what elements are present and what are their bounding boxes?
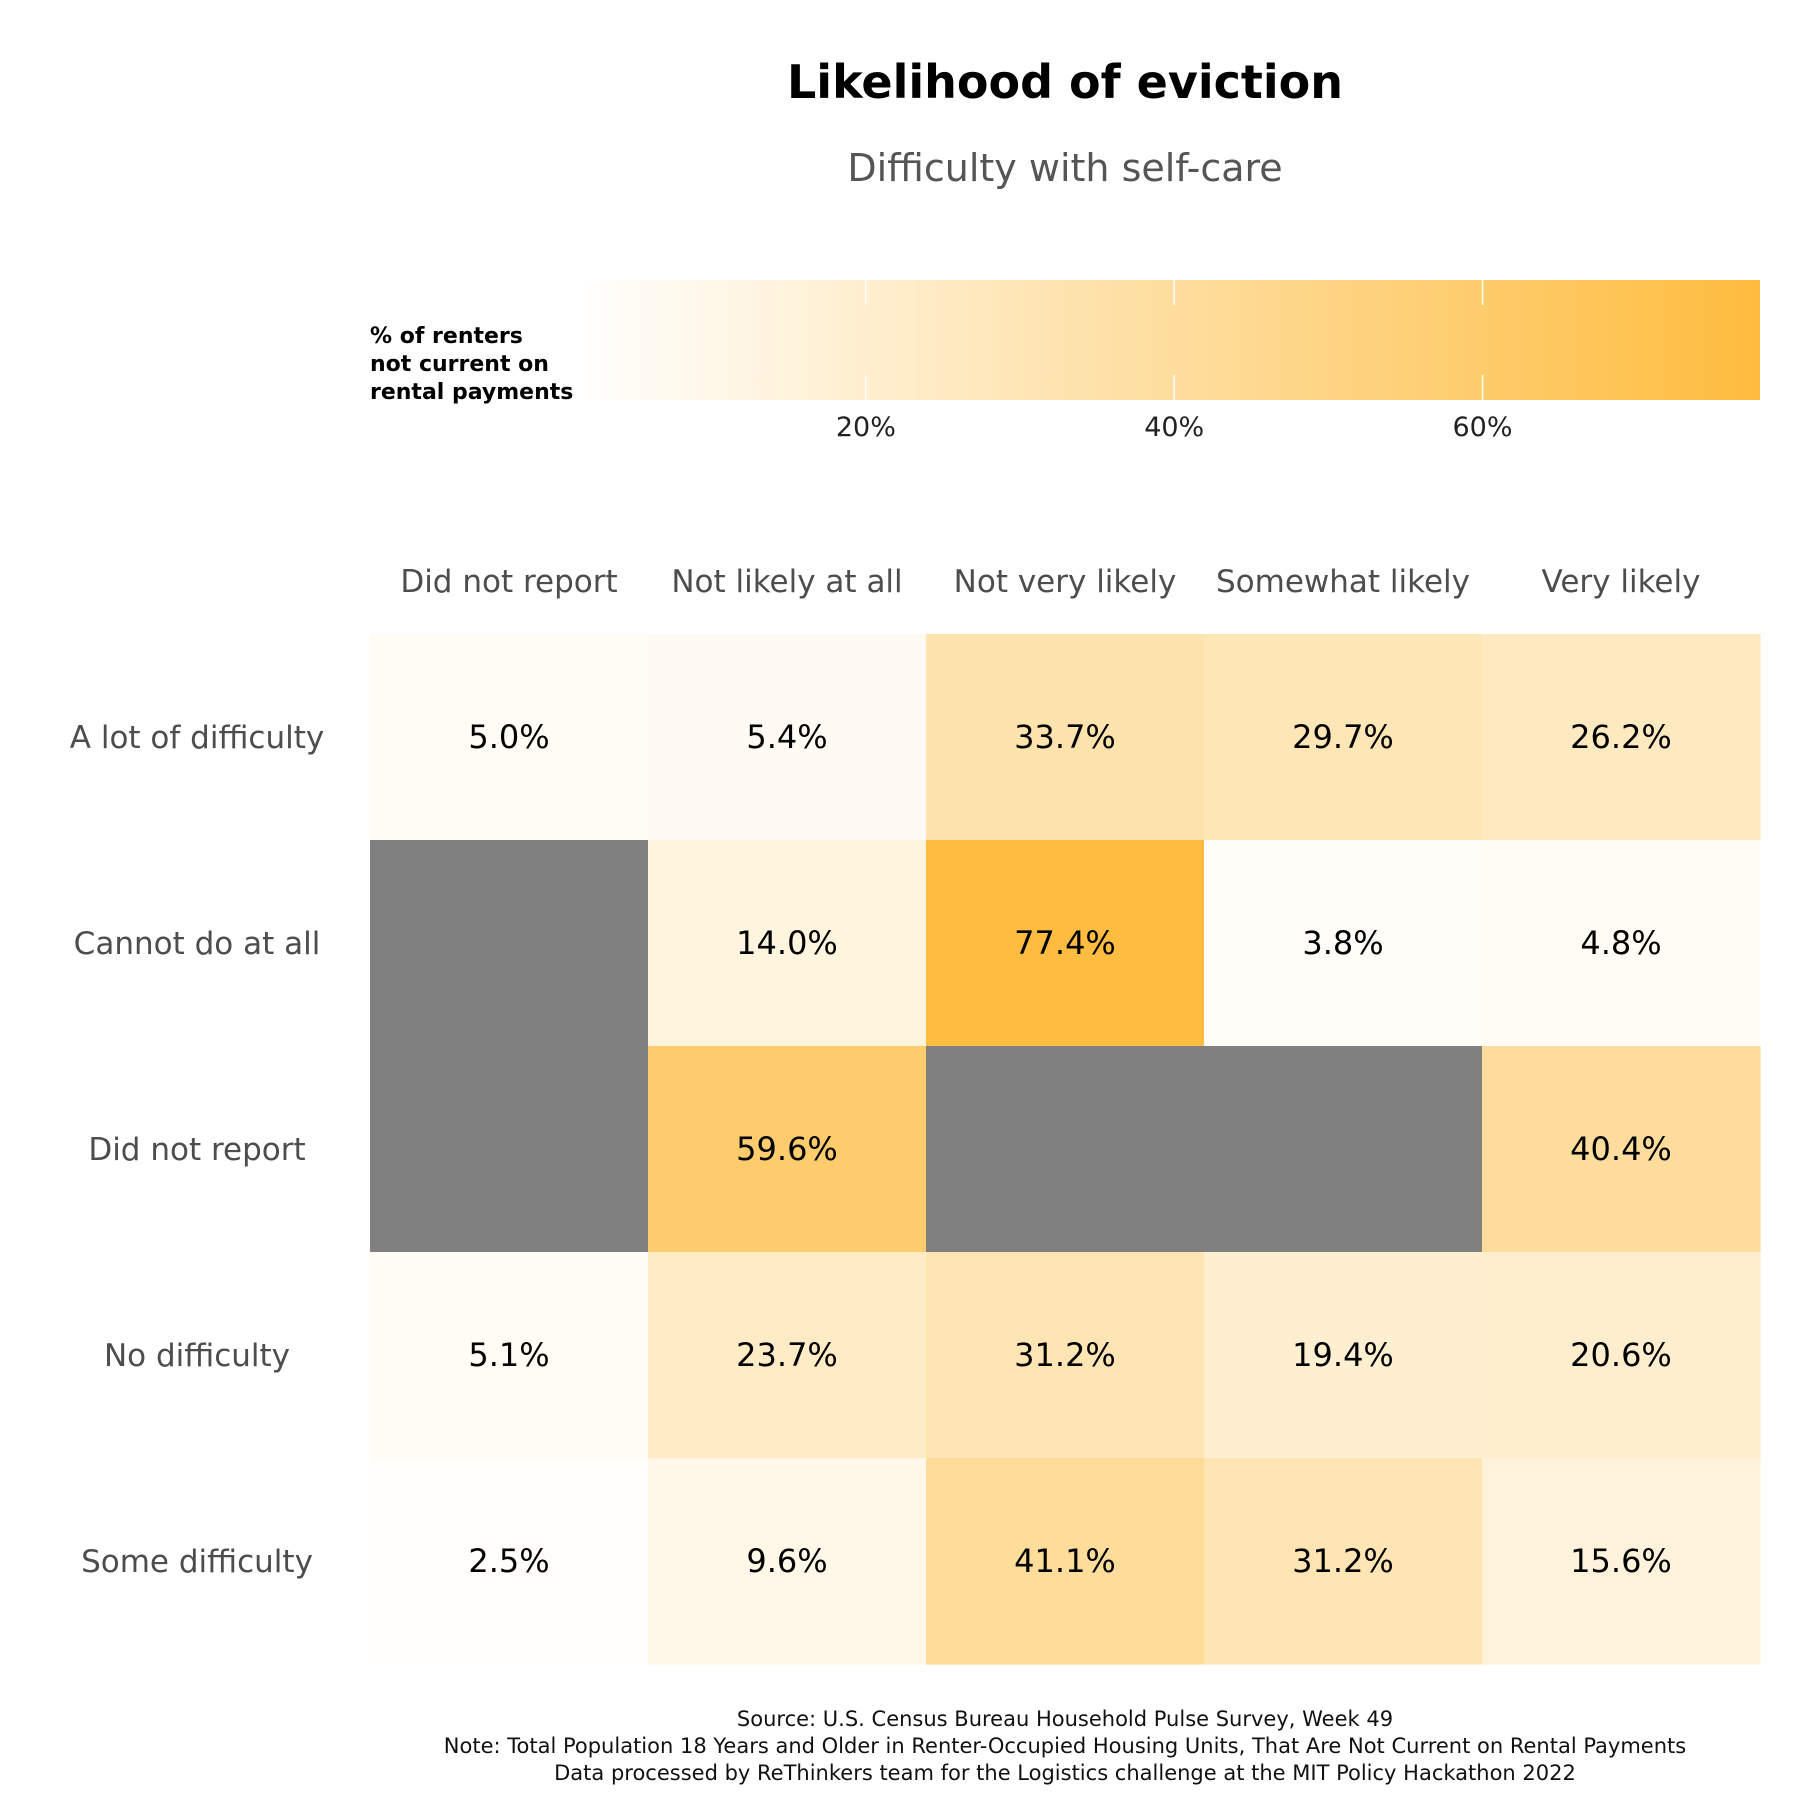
heatmap-cell [1482, 1046, 1761, 1253]
heatmap-cell [926, 634, 1205, 841]
heatmap-cell [1204, 1458, 1483, 1665]
heatmap-cell-missing [370, 840, 649, 1047]
cell-value-label: 31.2% [1014, 1336, 1116, 1374]
heatmap-cells [370, 634, 1761, 1665]
legend-ticks: 20% 40% 60% [836, 280, 1513, 443]
column-label: Very likely [1542, 564, 1701, 600]
heatmap-cell [926, 1458, 1205, 1665]
heatmap-cell-missing [370, 1046, 649, 1253]
heatmap-cell [1482, 840, 1761, 1047]
heatmap-cell [1204, 840, 1483, 1047]
cell-value-label: 20.6% [1570, 1336, 1672, 1374]
cell-value-label: 5.0% [468, 718, 549, 756]
cell-value-label: 23.7% [736, 1336, 838, 1374]
caption-note: Note: Total Population 18 Years and Olde… [444, 1734, 1686, 1758]
column-label: Somewhat likely [1216, 564, 1470, 600]
cell-value-label: 5.4% [746, 718, 827, 756]
heatmap-cell [1482, 1458, 1761, 1665]
column-label: Did not report [400, 564, 617, 600]
heatmap-cell [648, 1458, 927, 1665]
row-label: Cannot do at all [74, 926, 321, 962]
chart-title: Likelihood of eviction [787, 55, 1343, 109]
cell-value-label: 77.4% [1014, 924, 1116, 962]
row-label: A lot of difficulty [70, 720, 324, 756]
heatmap-cell [648, 1252, 927, 1459]
heatmap-cell-missing [1204, 1046, 1483, 1253]
heatmap-cell [926, 1252, 1205, 1459]
heatmap-cell [926, 840, 1205, 1047]
cell-value-label: 19.4% [1292, 1336, 1394, 1374]
cell-value-label: 2.5% [468, 1542, 549, 1580]
cell-value-label: 41.1% [1014, 1542, 1116, 1580]
heatmap-cell [1204, 634, 1483, 841]
cell-value-label: 26.2% [1570, 718, 1672, 756]
heatmap-cell [1482, 634, 1761, 841]
cell-value-label: 9.6% [746, 1542, 827, 1580]
heatmap-cell [648, 840, 927, 1047]
heatmap-cell [1482, 1252, 1761, 1459]
legend-tick-label: 60% [1453, 412, 1513, 443]
cell-value-label: 59.6% [736, 1130, 838, 1168]
heatmap-cell [370, 634, 649, 841]
cell-value-label: 4.8% [1580, 924, 1661, 962]
heatmap-cell [648, 634, 927, 841]
cell-value-label: 40.4% [1570, 1130, 1672, 1168]
legend-color-bar [573, 280, 1760, 400]
heatmap-cell [370, 1252, 649, 1459]
legend-tick-label: 40% [1144, 412, 1204, 443]
caption-credit: Data processed by ReThinkers team for th… [554, 1761, 1576, 1785]
column-label: Not likely at all [671, 564, 902, 600]
cell-value-label: 29.7% [1292, 718, 1394, 756]
heatmap-cell [370, 1458, 649, 1665]
cell-value-label: 31.2% [1292, 1542, 1394, 1580]
row-label: Did not report [88, 1132, 305, 1168]
legend-title-line-3: rental payments [370, 380, 573, 405]
column-labels: Did not report Not likely at all Not very … [400, 564, 1700, 600]
row-label: Some difficulty [81, 1544, 313, 1580]
cell-value-label: 5.1% [468, 1336, 549, 1374]
cell-value-label: 15.6% [1570, 1542, 1672, 1580]
caption: Source: U.S. Census Bureau Household Pul… [444, 1707, 1686, 1785]
heatmap-cell [648, 1046, 927, 1253]
caption-source: Source: U.S. Census Bureau Household Pul… [737, 1707, 1393, 1731]
heatmap-cell-missing [926, 1046, 1205, 1253]
legend: % of renters not current on rental payme… [370, 280, 1760, 443]
chart-subtitle: Difficulty with self-care [847, 146, 1282, 190]
cell-value-label: 3.8% [1302, 924, 1383, 962]
column-label: Not very likely [954, 564, 1177, 600]
cell-value-label: 14.0% [736, 924, 838, 962]
legend-tick-label: 20% [836, 412, 896, 443]
row-label: No difficulty [104, 1338, 290, 1374]
heatmap-cell [1204, 1252, 1483, 1459]
heatmap-cell-labels: 5.0% 5.4% 33.7% 29.7% 26.2% 14.0% 77.4% 3.8% 4.8… [468, 718, 1671, 1580]
legend-title-line-1: % of renters [370, 324, 523, 349]
cell-value-label: 33.7% [1014, 718, 1116, 756]
row-labels: A lot of difficulty Cannot do at all Did n… [70, 720, 324, 1580]
legend-title-line-2: not current on [370, 352, 549, 377]
